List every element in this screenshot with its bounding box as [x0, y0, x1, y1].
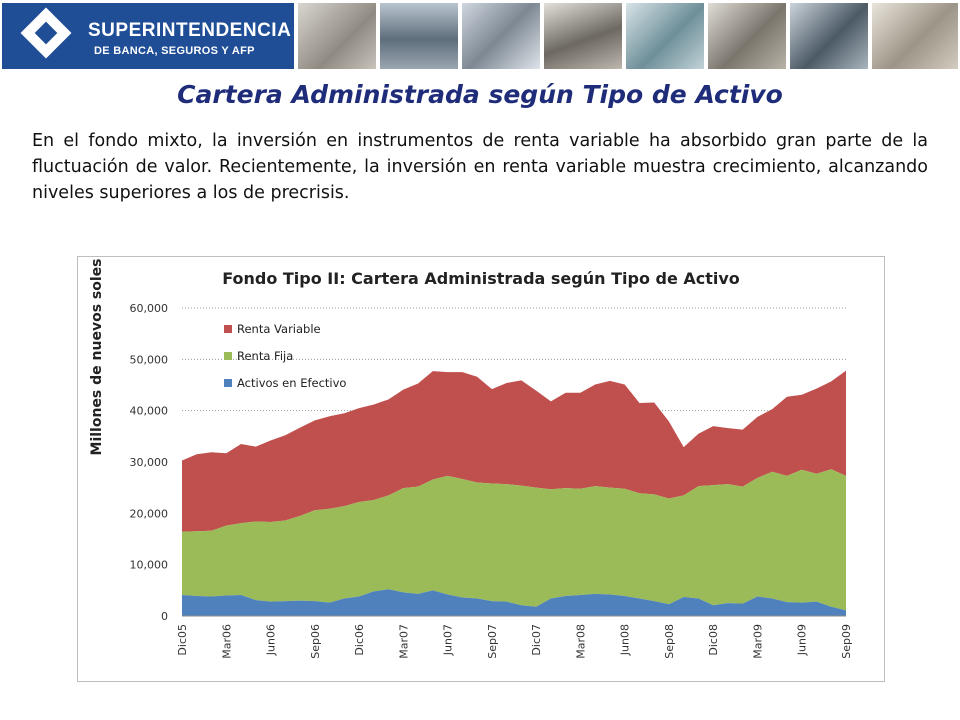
logo-title: SUPERINTENDENCIA	[88, 20, 292, 41]
logo-subtitle: DE BANCA, SEGUROS Y AFP	[94, 45, 255, 57]
banner-photo-7	[790, 3, 868, 69]
x-tick-label: Mar09	[751, 624, 764, 659]
area-series-renta-variable	[182, 370, 846, 532]
banner-photo-5	[626, 3, 704, 69]
area-series-renta-fija	[182, 469, 846, 611]
y-tick-label: 50,000	[130, 353, 169, 366]
y-tick-label: 0	[161, 610, 168, 623]
legend-swatch	[224, 379, 232, 387]
banner-photo-2	[380, 3, 458, 69]
x-tick-label: Sep09	[840, 624, 853, 659]
x-tick-label: Sep07	[486, 624, 499, 659]
y-tick-label: 30,000	[130, 456, 169, 469]
x-tick-label: Mar08	[574, 624, 587, 659]
chart-frame: Fondo Tipo II: Cartera Administrada segú…	[77, 256, 885, 682]
y-tick-label: 20,000	[130, 507, 169, 520]
intro-paragraph: En el fondo mixto, la inversión en instr…	[32, 131, 928, 203]
y-tick-label: 10,000	[130, 559, 169, 572]
legend-label: Renta Fija	[237, 349, 293, 363]
banner-photo-8	[872, 3, 958, 69]
x-tick-label: Mar06	[220, 624, 233, 659]
legend-label: Activos en Efectivo	[237, 376, 346, 390]
x-tick-label: Dic05	[176, 624, 189, 656]
area-chart: 0 10,000 20,000 30,000 40,000 50,000 60,000 Dic…	[130, 302, 854, 659]
x-tick-label: Jun09	[796, 624, 809, 656]
legend-swatch	[224, 352, 232, 360]
banner-photo-6	[708, 3, 786, 69]
x-tick-label: Sep06	[309, 624, 322, 659]
x-tick-label: Dic06	[353, 624, 366, 656]
y-tick-label: 40,000	[130, 405, 169, 418]
page-title: Cartera Administrada según Tipo de Activ…	[177, 80, 783, 109]
x-tick-label: Mar07	[397, 624, 410, 659]
chart-title: Fondo Tipo II: Cartera Administrada segú…	[222, 269, 740, 288]
x-tick-label: Jun08	[619, 624, 632, 656]
legend-swatch	[224, 325, 232, 333]
x-tick-label: Jun07	[442, 624, 455, 656]
area-series-activos-en-efectivo	[182, 589, 846, 616]
legend-label: Renta Variable	[237, 322, 321, 336]
banner-photo-4	[544, 3, 622, 69]
banner-photo-3	[462, 3, 540, 69]
y-tick-label: 60,000	[130, 302, 169, 315]
banner-photo-1	[298, 3, 376, 69]
x-tick-label: Sep08	[663, 624, 676, 659]
x-tick-label: Jun06	[265, 624, 278, 656]
x-tick-label: Dic08	[707, 624, 720, 656]
x-tick-label: Dic07	[530, 624, 543, 656]
header-banner: SUPERINTENDENCIA DE BANCA, SEGUROS Y AFP	[0, 0, 960, 72]
sbs-logo: SUPERINTENDENCIA DE BANCA, SEGUROS Y AFP	[2, 3, 294, 69]
